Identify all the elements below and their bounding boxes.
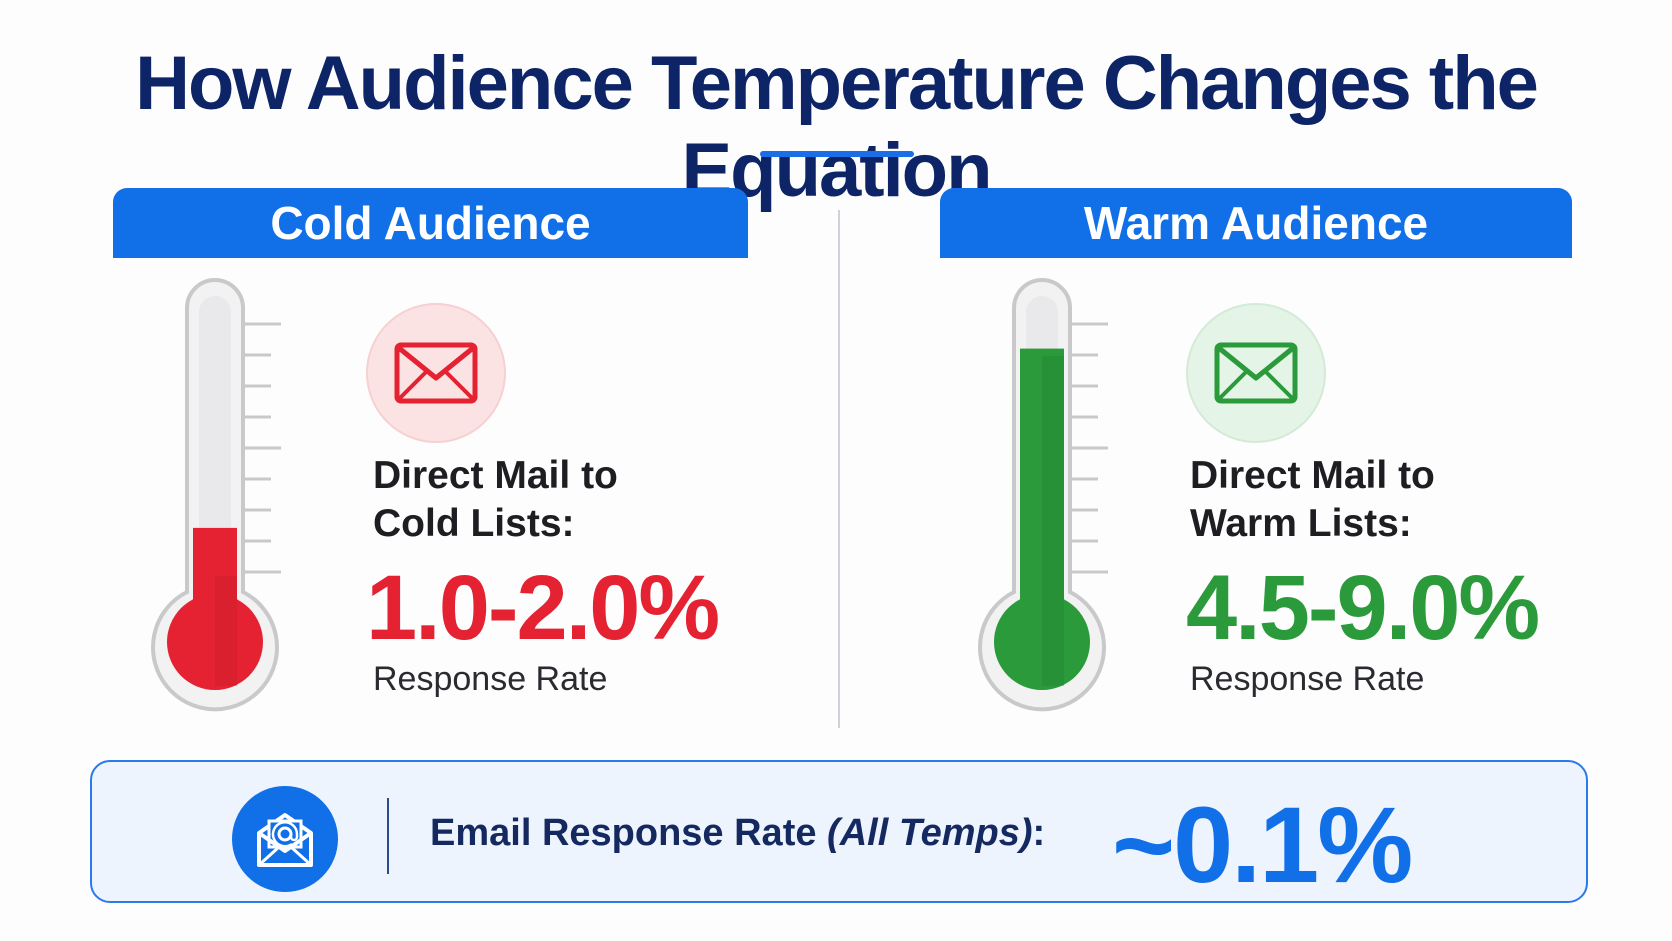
- cold-sublabel: Response Rate: [373, 660, 608, 698]
- warm-audience-header: Warm Audience: [940, 188, 1572, 258]
- warm-sublabel: Response Rate: [1190, 660, 1425, 698]
- title-underline: [760, 151, 914, 157]
- warm-envelope-badge: [1186, 303, 1326, 443]
- cold-label-line2: Cold Lists:: [373, 502, 575, 545]
- envelope-icon: [1214, 342, 1298, 404]
- cold-envelope-badge: [366, 303, 506, 443]
- warm-thermometer-icon: [978, 278, 1108, 712]
- email-label-suffix: :: [1032, 812, 1046, 854]
- warm-rate: 4.5-9.0%: [1186, 557, 1540, 659]
- warm-thermometer-fill: [1020, 348, 1064, 642]
- page-title: How Audience Temperature Changes the Equ…: [135, 41, 1539, 213]
- cold-label-line1: Direct Mail to: [373, 454, 618, 497]
- email-label-text: Email Response Rate: [430, 812, 828, 854]
- cold-label: Direct Mail to Cold Lists:: [373, 452, 618, 548]
- email-rate-bar: Email Response Rate (All Temps): ~0.1%: [90, 760, 1588, 905]
- warm-label: Direct Mail to Warm Lists:: [1190, 452, 1435, 548]
- envelope-icon: [394, 342, 478, 404]
- warm-label-line2: Warm Lists:: [1190, 502, 1412, 545]
- email-rate: ~0.1%: [1112, 784, 1413, 905]
- email-label-paren: (All Temps): [827, 812, 1033, 854]
- email-at-icon: [232, 786, 338, 892]
- warm-label-line1: Direct Mail to: [1190, 454, 1435, 497]
- cold-thermometer-icon: [151, 278, 281, 712]
- cold-rate: 1.0-2.0%: [366, 557, 720, 659]
- cold-audience-header: Cold Audience: [113, 188, 748, 258]
- email-separator: [387, 798, 389, 874]
- center-divider: [838, 210, 840, 728]
- email-label: Email Response Rate (All Temps):: [430, 812, 1045, 855]
